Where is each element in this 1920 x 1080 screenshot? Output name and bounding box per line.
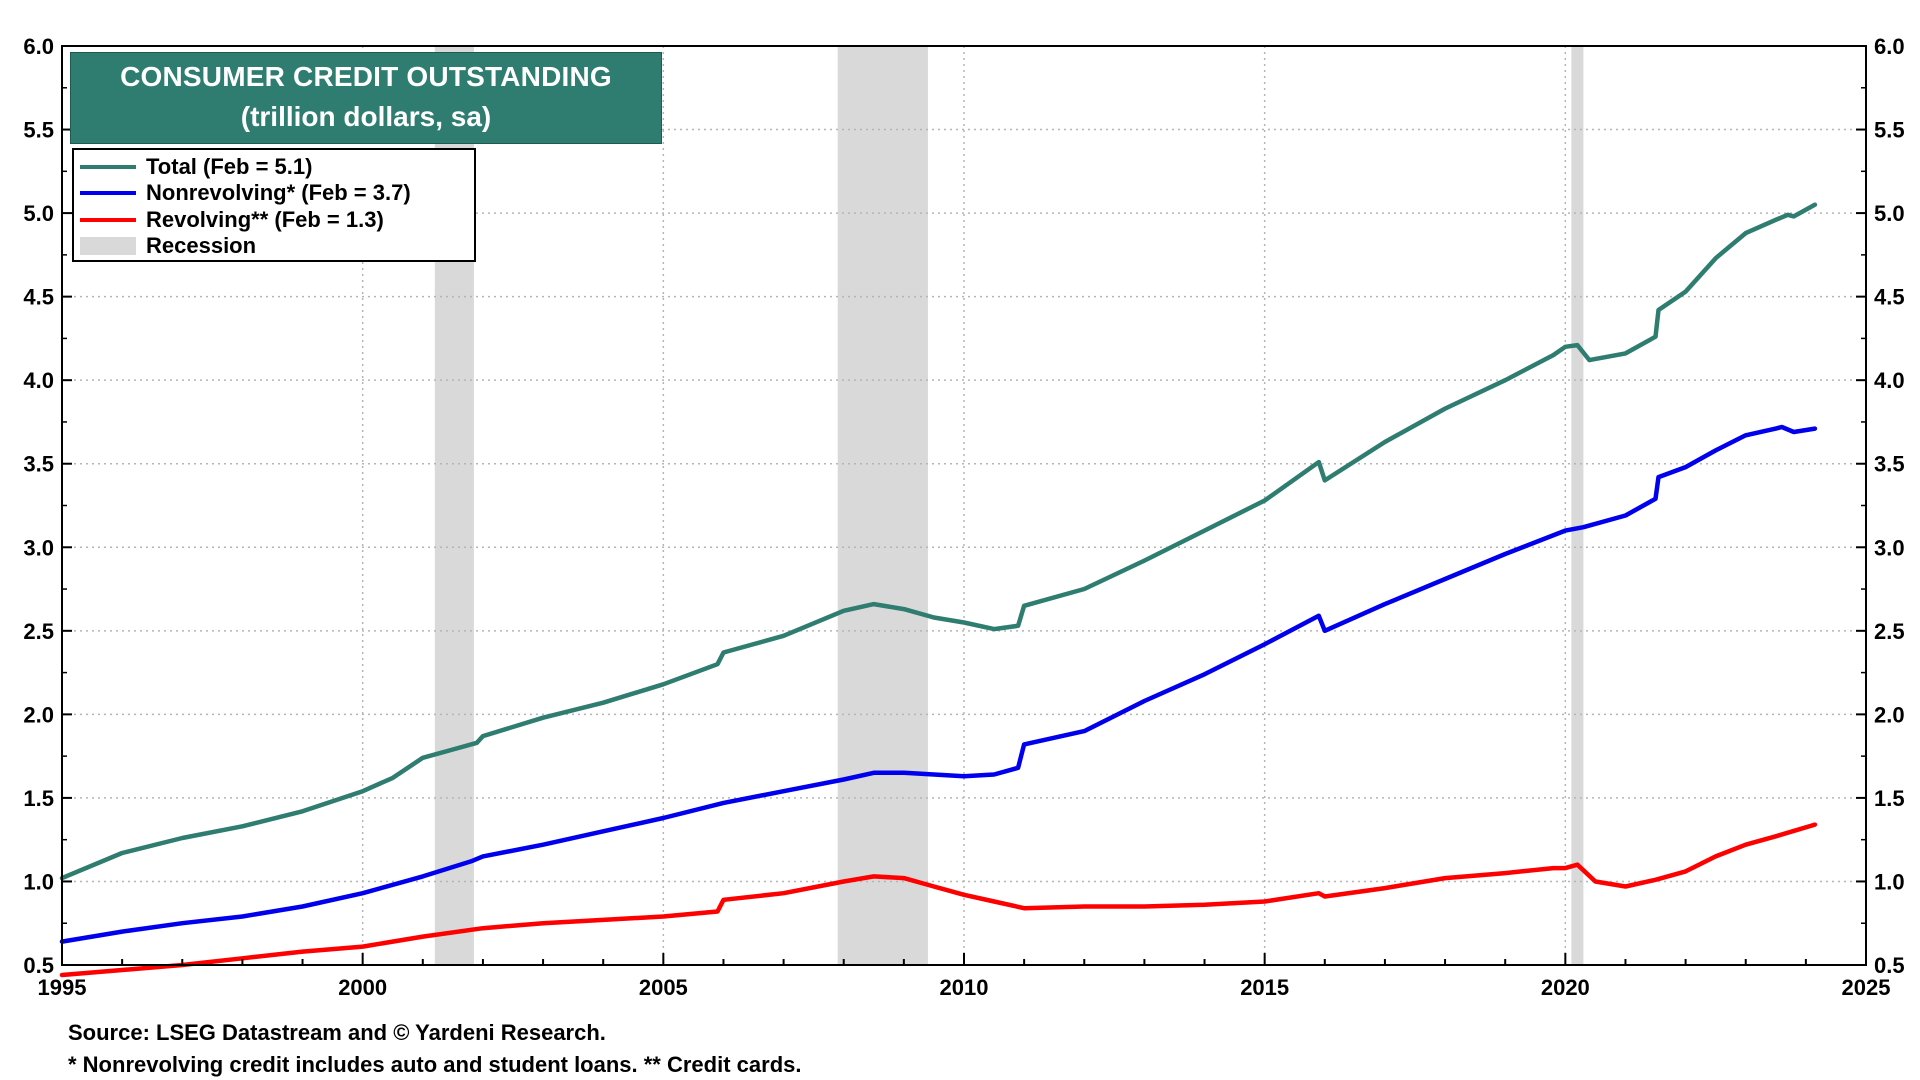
x-tick-label-0: 1995 xyxy=(38,975,87,1000)
y-tick-label-left-3: 2.0 xyxy=(23,702,54,727)
legend-swatch-nonrevolving xyxy=(80,191,136,195)
y-tick-label-left-10: 5.5 xyxy=(23,118,54,143)
x-tick-label-1: 2000 xyxy=(338,975,387,1000)
recession-band-1 xyxy=(837,46,928,965)
y-tick-label-right-4: 2.5 xyxy=(1874,619,1905,644)
x-tick-label-3: 2010 xyxy=(940,975,989,1000)
legend: Total (Feb = 5.1) Nonrevolving* (Feb = 3… xyxy=(72,148,476,262)
series-line-nonrevolving xyxy=(59,424,1818,944)
source-note: Source: LSEG Datastream and © Yardeni Re… xyxy=(68,1020,606,1045)
chart-title: CONSUMER CREDIT OUTSTANDING xyxy=(120,61,612,92)
series-line-total xyxy=(59,202,1818,881)
y-tick-label-right-5: 3.0 xyxy=(1874,535,1905,560)
y-tick-label-right-0: 0.5 xyxy=(1874,953,1905,978)
y-tick-label-left-4: 2.5 xyxy=(23,619,54,644)
legend-item-nonrevolving: Nonrevolving* (Feb = 3.7) xyxy=(80,180,411,206)
x-tick-label-5: 2020 xyxy=(1541,975,1590,1000)
legend-label-revolving: Revolving** (Feb = 1.3) xyxy=(146,207,384,232)
y-tick-label-left-9: 5.0 xyxy=(23,201,54,226)
recession-bands xyxy=(434,46,1584,965)
y-tick-label-right-7: 4.0 xyxy=(1874,368,1905,393)
legend-swatch-recession xyxy=(80,237,136,255)
y-tick-label-left-8: 4.5 xyxy=(23,285,54,310)
y-tick-label-left-0: 0.5 xyxy=(23,953,54,978)
x-tick-label-2: 2005 xyxy=(639,975,688,1000)
y-tick-label-right-1: 1.0 xyxy=(1874,869,1905,894)
y-tick-label-left-5: 3.0 xyxy=(23,535,54,560)
chart-title-box: CONSUMER CREDIT OUTSTANDING (trillion do… xyxy=(70,52,662,144)
y-tick-label-right-8: 4.5 xyxy=(1874,285,1905,310)
series-lines xyxy=(59,202,1818,978)
y-tick-label-right-6: 3.5 xyxy=(1874,452,1905,477)
y-tick-label-right-9: 5.0 xyxy=(1874,201,1905,226)
legend-item-revolving: Revolving** (Feb = 1.3) xyxy=(80,207,384,233)
legend-swatch-revolving xyxy=(80,218,136,222)
legend-label-total: Total (Feb = 5.1) xyxy=(146,154,313,179)
y-tick-label-right-10: 5.5 xyxy=(1874,118,1905,143)
y-tick-label-right-3: 2.0 xyxy=(1874,702,1905,727)
x-tick-label-6: 2025 xyxy=(1842,975,1891,1000)
legend-label-recession: Recession xyxy=(146,233,257,258)
recession-band-2 xyxy=(1571,46,1584,965)
y-tick-label-left-11: 6.0 xyxy=(23,34,54,59)
y-tick-label-right-11: 6.0 xyxy=(1874,34,1905,59)
footnote: * Nonrevolving credit includes auto and … xyxy=(68,1052,802,1077)
y-tick-label-left-6: 3.5 xyxy=(23,452,54,477)
y-tick-label-left-1: 1.0 xyxy=(23,869,54,894)
legend-item-recession: Recession xyxy=(80,233,256,259)
legend-item-total: Total (Feb = 5.1) xyxy=(80,154,312,180)
legend-swatch-total xyxy=(80,165,136,169)
y-tick-label-right-2: 1.5 xyxy=(1874,786,1905,811)
series-line-revolving xyxy=(59,822,1818,978)
y-tick-label-left-2: 1.5 xyxy=(23,786,54,811)
x-tick-label-4: 2015 xyxy=(1240,975,1289,1000)
y-tick-label-left-7: 4.0 xyxy=(23,368,54,393)
chart-subtitle: (trillion dollars, sa) xyxy=(240,101,492,132)
axis-ticks: 0.5 0.5 1.0 1.0 1.5 1.5 2.0 2.0 2.5 2.5 3.0 3.0 3.5 3… xyxy=(23,34,1904,1000)
legend-label-nonrevolving: Nonrevolving* (Feb = 3.7) xyxy=(146,180,411,205)
